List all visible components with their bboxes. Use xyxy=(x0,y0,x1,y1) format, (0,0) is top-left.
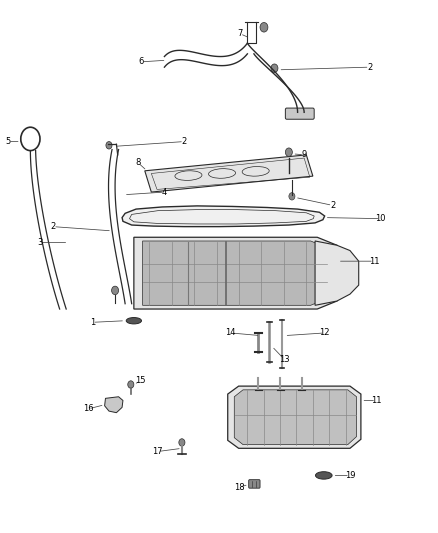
FancyBboxPatch shape xyxy=(249,480,260,488)
Polygon shape xyxy=(122,206,325,227)
Text: 2: 2 xyxy=(50,222,56,231)
Text: 5: 5 xyxy=(6,137,11,146)
Text: 1: 1 xyxy=(90,318,95,327)
Circle shape xyxy=(289,192,295,200)
Polygon shape xyxy=(105,397,123,413)
Ellipse shape xyxy=(315,472,332,479)
Text: 15: 15 xyxy=(135,376,146,385)
Text: 8: 8 xyxy=(135,158,141,167)
Text: 3: 3 xyxy=(37,238,42,247)
FancyBboxPatch shape xyxy=(286,108,314,119)
Polygon shape xyxy=(234,390,357,445)
Text: 13: 13 xyxy=(279,355,290,364)
Text: 17: 17 xyxy=(152,447,163,456)
Circle shape xyxy=(271,64,278,72)
Text: 4: 4 xyxy=(162,188,167,197)
Text: 11: 11 xyxy=(369,257,379,265)
Text: 19: 19 xyxy=(345,471,355,480)
Polygon shape xyxy=(228,386,361,448)
Circle shape xyxy=(260,22,268,32)
Text: 18: 18 xyxy=(234,482,245,491)
Text: 14: 14 xyxy=(226,328,236,337)
Text: 2: 2 xyxy=(330,201,335,210)
Ellipse shape xyxy=(126,318,141,324)
Text: 2: 2 xyxy=(367,63,372,71)
Text: 7: 7 xyxy=(237,29,243,38)
Text: 6: 6 xyxy=(138,58,144,66)
Text: 2: 2 xyxy=(181,137,187,146)
Text: 12: 12 xyxy=(319,328,330,337)
Text: 10: 10 xyxy=(375,214,386,223)
Circle shape xyxy=(179,439,185,446)
Circle shape xyxy=(106,142,112,149)
Text: 9: 9 xyxy=(301,150,307,159)
Circle shape xyxy=(128,381,134,388)
Polygon shape xyxy=(315,241,359,305)
Polygon shape xyxy=(145,155,313,192)
Text: 16: 16 xyxy=(83,405,93,414)
Circle shape xyxy=(286,148,292,157)
Polygon shape xyxy=(143,241,327,305)
Circle shape xyxy=(112,286,119,295)
Polygon shape xyxy=(134,237,337,309)
Text: 11: 11 xyxy=(371,396,381,405)
